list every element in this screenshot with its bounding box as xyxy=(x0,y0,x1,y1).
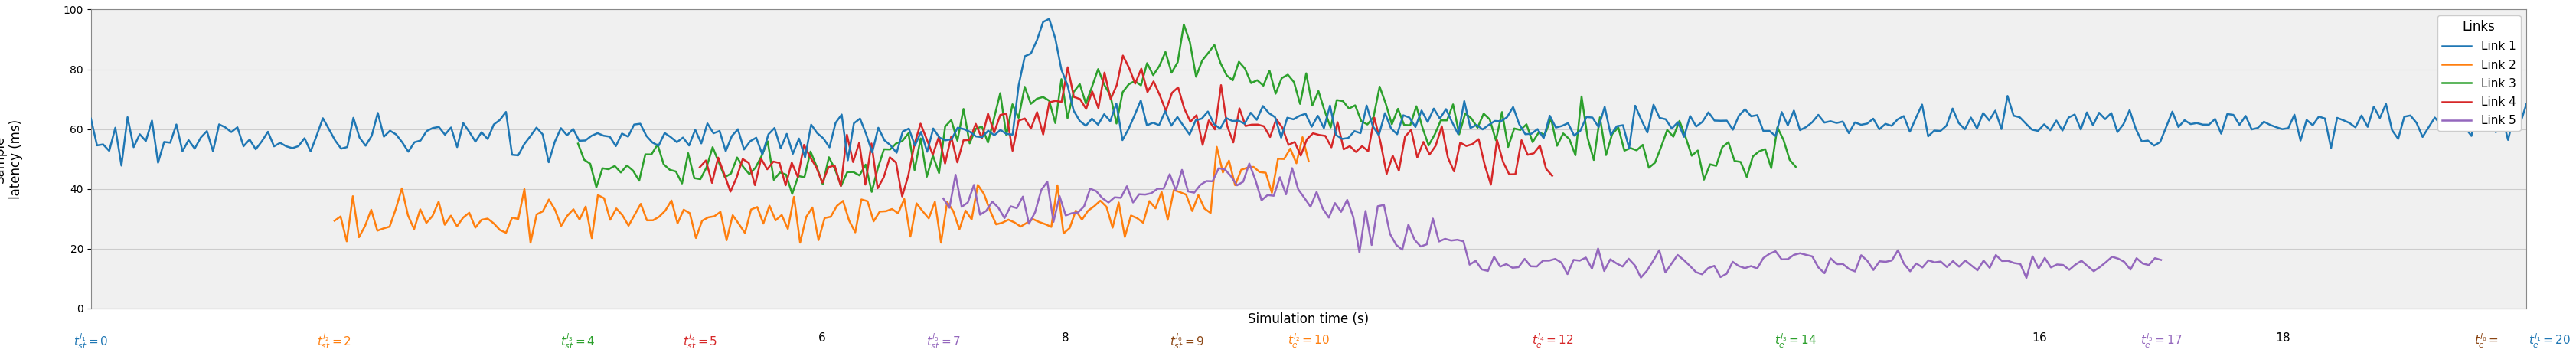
Link 4 xyxy=(1108,53,1139,58)
Link 4 xyxy=(716,189,747,194)
Link 3 xyxy=(636,152,667,157)
Link 4 xyxy=(1046,100,1077,104)
Link 1 xyxy=(75,116,106,121)
Link 5 xyxy=(1234,161,1265,166)
Link 3 xyxy=(1731,175,1762,179)
Link 3 xyxy=(1170,22,1200,27)
Link 1 xyxy=(374,129,404,133)
Link 1 xyxy=(1051,83,1082,88)
Link 2 xyxy=(515,241,546,245)
Link 5 xyxy=(976,199,1007,204)
Text: $t_{e}^{l_6}=$: $t_{e}^{l_6}=$ xyxy=(2473,332,2499,350)
Link 5 xyxy=(2146,258,2177,262)
Text: $t_{st}^{l_1}=0$: $t_{st}^{l_1}=0$ xyxy=(75,332,108,351)
Text: $18$: $18$ xyxy=(2275,332,2290,344)
Link 2 xyxy=(1121,216,1151,220)
Link 4 xyxy=(685,165,716,169)
Legend: Link 1, Link 2, Link 3, Link 4, Link 5: Link 1, Link 2, Link 3, Link 4, Link 5 xyxy=(2437,15,2519,131)
Line: Link 1: Link 1 xyxy=(90,19,2527,166)
Link 1 xyxy=(876,143,907,147)
Link 2 xyxy=(866,209,896,214)
Link 4 xyxy=(770,183,801,187)
Link 5 xyxy=(2097,255,2128,259)
Link 4 xyxy=(886,194,917,199)
Link 1 xyxy=(106,163,137,168)
Text: $t_{e}^{l_2}=10$: $t_{e}^{l_2}=10$ xyxy=(1288,332,1329,350)
Link 1 xyxy=(1857,116,1888,121)
Line: Link 5: Link 5 xyxy=(943,163,2161,278)
Text: $t_{st}^{l_2}=2$: $t_{st}^{l_2}=2$ xyxy=(317,332,353,351)
Link 4 xyxy=(837,160,868,164)
Text: $6$: $6$ xyxy=(817,332,827,344)
Text: $t_{e}^{l_3}=14$: $t_{e}^{l_3}=14$ xyxy=(1775,332,1816,350)
Link 5 xyxy=(1257,194,1288,198)
Y-axis label: Sample
latency (ms): Sample latency (ms) xyxy=(0,119,23,199)
Text: $t_{e}^{l_4}=12$: $t_{e}^{l_4}=12$ xyxy=(1533,332,1574,350)
X-axis label: Simulation time (s): Simulation time (s) xyxy=(1249,313,1370,326)
Link 3 xyxy=(1687,178,1718,182)
Link 3 xyxy=(894,131,925,135)
Link 3 xyxy=(611,163,641,168)
Link 2 xyxy=(956,217,987,221)
Link 3 xyxy=(1780,165,1811,169)
Link 2 xyxy=(319,219,350,223)
Link 5 xyxy=(1002,206,1033,210)
Link 5 xyxy=(927,197,958,201)
Link 2 xyxy=(1293,159,1324,163)
Link 4 xyxy=(734,161,765,165)
Text: $8$: $8$ xyxy=(1061,332,1069,344)
Link 4 xyxy=(1121,82,1151,86)
Link 2 xyxy=(1288,135,1319,139)
Link 1 xyxy=(1844,123,1875,127)
Line: Link 4: Link 4 xyxy=(701,56,1553,197)
Text: $t_{st}^{l_4}=5$: $t_{st}^{l_4}=5$ xyxy=(683,332,716,351)
Text: $t_{st}^{l_6}=9$: $t_{st}^{l_6}=9$ xyxy=(1170,332,1206,351)
Link 3 xyxy=(562,141,592,146)
Link 1 xyxy=(1033,17,1064,21)
Link 5 xyxy=(1154,172,1185,176)
Link 3 xyxy=(778,192,809,196)
Text: $t_{e}^{l_1}=20$: $t_{e}^{l_1}=20$ xyxy=(2530,332,2571,350)
Text: $t_{st}^{l_5}=7$: $t_{st}^{l_5}=7$ xyxy=(925,332,961,351)
Link 2 xyxy=(520,212,551,216)
Link 2 xyxy=(600,206,631,211)
Text: $t_{st}^{l_3}=4$: $t_{st}^{l_3}=4$ xyxy=(562,332,595,351)
Link 4 xyxy=(1538,174,1569,178)
Link 2 xyxy=(1249,171,1280,175)
Link 5 xyxy=(2053,268,2084,272)
Line: Link 3: Link 3 xyxy=(577,25,1795,194)
Link 1 xyxy=(1620,104,1651,108)
Text: $t_{e}^{l_5}=17$: $t_{e}^{l_5}=17$ xyxy=(2141,332,2182,350)
Text: $16$: $16$ xyxy=(2032,332,2048,344)
Link 5 xyxy=(2012,276,2043,280)
Link 3 xyxy=(796,150,827,154)
Line: Link 2: Link 2 xyxy=(335,137,1309,243)
Link 1 xyxy=(2512,102,2543,106)
